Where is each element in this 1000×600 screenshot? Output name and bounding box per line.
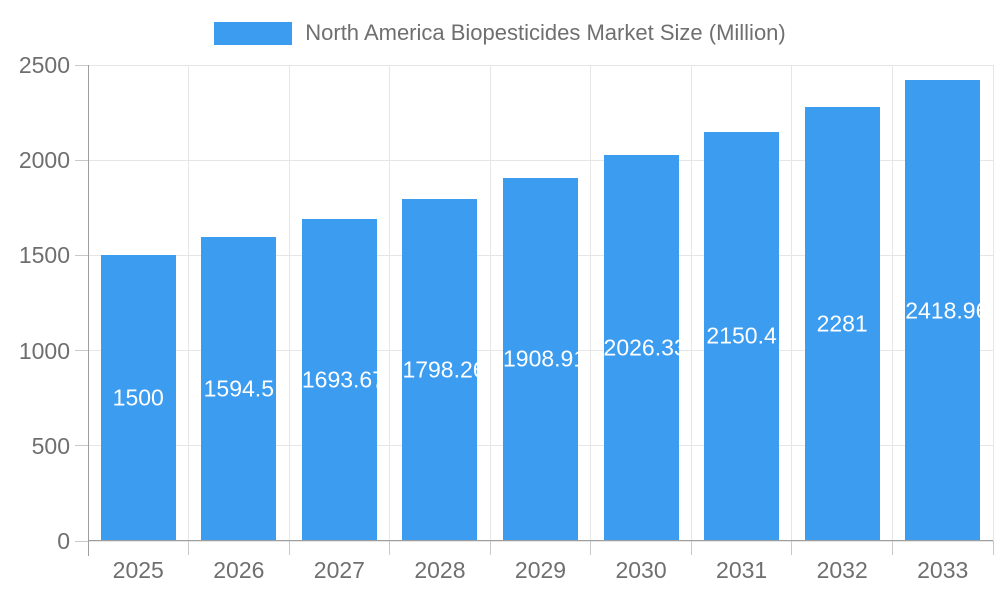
bar: 2281 [804, 106, 880, 541]
y-axis-tick [75, 64, 88, 66]
bar-value-label: 2418.96 [905, 297, 981, 324]
y-tick-label: 2000 [18, 147, 70, 174]
x-axis-tick [489, 541, 491, 555]
y-axis-tick [75, 540, 88, 542]
bar: 1908.91 [503, 177, 578, 541]
x-axis-tick [690, 541, 692, 555]
x-tick-label: 2032 [816, 557, 868, 583]
bar-value-label: 1594.5 [203, 375, 274, 402]
legend: North America Biopesticides Market Size … [0, 10, 1000, 56]
x-axis-tick [389, 541, 391, 555]
x-tick-label: 2025 [112, 557, 164, 583]
gridline-horizontal [88, 159, 993, 161]
x-axis-tick [891, 541, 893, 555]
x-tick-label: 2028 [414, 557, 466, 583]
x-axis-tick [188, 541, 190, 555]
y-tick-label: 2500 [18, 52, 70, 78]
y-tick-label: 500 [31, 432, 70, 459]
gridline-vertical [992, 65, 994, 541]
x-tick-label: 2027 [313, 557, 365, 583]
bar: 2026.33 [603, 155, 679, 541]
y-axis-tick [75, 254, 88, 256]
gridline-vertical [590, 65, 592, 541]
y-axis-tick [75, 350, 88, 352]
bar: 1500 [100, 255, 176, 541]
y-axis-tick [75, 445, 88, 447]
bar: 2418.96 [905, 80, 981, 541]
x-tick-label: 2033 [917, 557, 969, 583]
gridline-horizontal [88, 540, 993, 542]
y-tick-label: 1500 [18, 242, 70, 269]
bar-value-label: 2026.33 [603, 334, 679, 361]
bar: 1594.5 [201, 237, 277, 541]
x-tick-label: 2029 [514, 557, 567, 583]
x-tick-label: 2026 [213, 557, 265, 583]
x-axis-tick [791, 541, 793, 555]
plot-area: 1500 1594.5 1693.67 1798.26 1908.91 2026.33 21… [88, 64, 994, 542]
x-axis-line [88, 540, 993, 541]
bar-value-label: 2281 [816, 310, 868, 337]
gridline-vertical [791, 65, 793, 541]
bar-value-label: 1693.67 [301, 366, 377, 393]
x-tick-label: 2031 [716, 557, 768, 583]
x-axis-tick [590, 541, 592, 555]
y-axis-line [88, 65, 89, 556]
gridline-vertical [288, 65, 290, 541]
bar-value-label: 1908.91 [503, 345, 578, 372]
bar: 2150.4 [704, 131, 780, 541]
x-axis-tick [992, 541, 994, 555]
bar-value-label: 1500 [112, 384, 164, 411]
bar: 1798.26 [402, 198, 478, 541]
bar: 1693.67 [301, 218, 377, 541]
gridline-vertical [891, 65, 893, 541]
gridline-horizontal [88, 64, 993, 66]
y-tick-label: 0 [57, 528, 70, 554]
gridline-vertical [690, 65, 692, 541]
gridline-vertical [489, 65, 491, 541]
legend-swatch-icon [214, 21, 293, 45]
x-tick-label: 2030 [615, 557, 667, 583]
gridline-vertical [188, 65, 190, 541]
legend-label: North America Biopesticides Market Size … [305, 19, 786, 45]
bar-value-label: 2150.4 [706, 322, 777, 349]
x-axis-tick [288, 541, 290, 555]
bar-value-label: 1798.26 [402, 356, 478, 383]
y-tick-label: 1000 [18, 337, 70, 364]
y-axis-tick [75, 159, 88, 161]
gridline-vertical [389, 65, 391, 541]
